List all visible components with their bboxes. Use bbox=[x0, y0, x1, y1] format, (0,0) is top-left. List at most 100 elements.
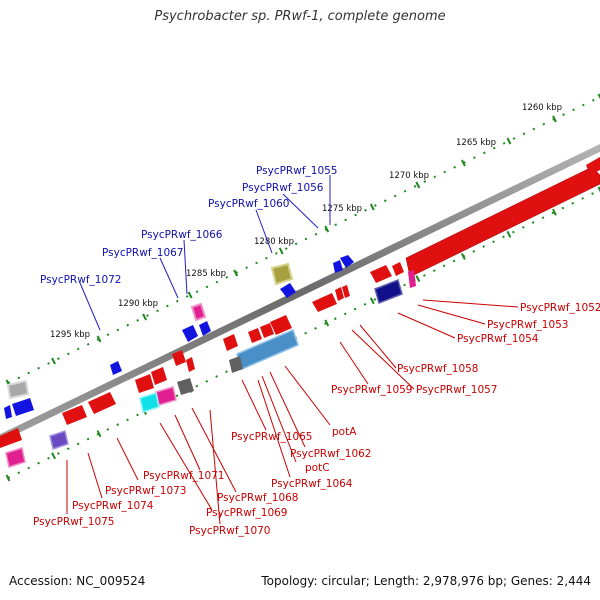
scale-labels: 1260 kbp 1265 kbp 1270 kbp 1275 kbp 1280… bbox=[50, 103, 562, 340]
label-PsycPRwf_1074[interactable]: PsycPRwf_1074 bbox=[72, 500, 154, 512]
map-title: Psychrobacter sp. PRwf-1, complete genom… bbox=[154, 9, 446, 24]
footer-accession: Accession: NC_009524 bbox=[9, 574, 146, 588]
label-PsycPRwf_1054[interactable]: PsycPRwf_1054 bbox=[457, 333, 539, 345]
gene-block-pink-left[interactable] bbox=[5, 447, 26, 468]
label-PsycPRwf_1057[interactable]: PsycPRwf_1057 bbox=[416, 384, 498, 396]
major-tick bbox=[597, 186, 600, 193]
label-PsycPRwf_1075[interactable]: PsycPRwf_1075 bbox=[33, 516, 115, 528]
scale-label-1260: 1260 kbp bbox=[522, 103, 562, 113]
gene-block-pink-1069[interactable] bbox=[155, 386, 177, 406]
gene-block-gray-1068[interactable] bbox=[177, 378, 194, 395]
label-PsycPRwf_1068[interactable]: PsycPRwf_1068 bbox=[217, 492, 299, 504]
gene-glyph-1075c[interactable] bbox=[0, 428, 22, 448]
major-tick bbox=[278, 247, 284, 255]
label-PsycPRwf_1059[interactable]: PsycPRwf_1059 bbox=[331, 384, 413, 396]
label-PsycPRwf_1052[interactable]: PsycPRwf_1052 bbox=[520, 302, 600, 314]
gene-block-pink-1067[interactable] bbox=[190, 302, 207, 322]
gene-block-long-red[interactable] bbox=[405, 166, 600, 278]
label-PsycPRwf_1056[interactable]: PsycPRwf_1056 bbox=[242, 182, 324, 194]
major-tick bbox=[460, 159, 466, 167]
major-tick bbox=[369, 297, 375, 305]
label-PsycPRwf_1065[interactable]: PsycPRwf_1065 bbox=[231, 431, 313, 443]
major-tick bbox=[5, 474, 11, 482]
gene-glyph-potA[interactable] bbox=[270, 315, 292, 335]
gene-glyph-1070[interactable] bbox=[135, 374, 154, 393]
major-tick bbox=[324, 319, 330, 327]
gene-glyph-1069b[interactable] bbox=[151, 367, 167, 385]
label-PsycPRwf_1071[interactable]: PsycPRwf_1071 bbox=[143, 470, 225, 482]
gene-glyph-1064[interactable] bbox=[223, 334, 238, 351]
gene-block-gray-left[interactable] bbox=[6, 379, 30, 400]
major-tick bbox=[51, 357, 56, 365]
major-tick bbox=[187, 291, 193, 299]
label-PsycPRwf_1067[interactable]: PsycPRwf_1067 bbox=[102, 247, 184, 259]
label-PsycPRwf_1072[interactable]: PsycPRwf_1072 bbox=[40, 274, 122, 286]
label-PsycPRwf_1066[interactable]: PsycPRwf_1066 bbox=[141, 229, 223, 241]
gene-glyph-1054a[interactable] bbox=[370, 265, 392, 283]
gene-block-navy-1053[interactable] bbox=[374, 279, 403, 304]
forward-gene-labels: PsycPRwf_1055 PsycPRwf_1056 PsycPRwf_106… bbox=[40, 165, 338, 286]
major-tick bbox=[142, 313, 148, 321]
major-tick bbox=[552, 208, 557, 216]
label-potA[interactable]: potA bbox=[332, 426, 357, 438]
label-PsycPRwf_1070[interactable]: PsycPRwf_1070 bbox=[189, 525, 271, 537]
major-tick bbox=[552, 115, 557, 123]
gene-glyph-1069a[interactable] bbox=[172, 350, 186, 366]
major-tick bbox=[96, 430, 102, 438]
reverse-gene-labels: PsycPRwf_1052 PsycPRwf_1053 PsycPRwf_105… bbox=[33, 302, 600, 537]
major-tick bbox=[369, 203, 375, 211]
major-tick bbox=[597, 93, 600, 100]
scale-label-1280: 1280 kbp bbox=[254, 237, 294, 247]
label-potC[interactable]: potC bbox=[305, 462, 330, 474]
reverse-leader-lines bbox=[66, 299, 519, 525]
gene-glyph-1060[interactable] bbox=[280, 283, 296, 298]
label-PsycPRwf_1073[interactable]: PsycPRwf_1073 bbox=[105, 485, 187, 497]
scale-label-1290: 1290 kbp bbox=[118, 299, 158, 309]
scale-label-1285: 1285 kbp bbox=[186, 269, 226, 279]
gene-block-darkgray-1065[interactable] bbox=[229, 356, 243, 373]
gene-glyph-1062a[interactable] bbox=[260, 323, 274, 338]
gene-glyph-1055b[interactable] bbox=[333, 260, 343, 273]
gene-glyph-1072[interactable] bbox=[110, 361, 122, 375]
gene-glyph-1073[interactable] bbox=[88, 392, 116, 414]
scale-label-1265: 1265 kbp bbox=[456, 138, 496, 148]
gene-glyph-1066b[interactable] bbox=[199, 321, 211, 336]
gene-block-purple[interactable] bbox=[49, 430, 69, 450]
gene-block-olive[interactable] bbox=[270, 262, 294, 286]
major-tick bbox=[324, 225, 330, 233]
label-PsycPRwf_1053[interactable]: PsycPRwf_1053 bbox=[487, 319, 569, 331]
gene-glyph-1074[interactable] bbox=[62, 405, 87, 425]
gene-block-red-end[interactable] bbox=[586, 157, 600, 175]
gene-glyph-1075a[interactable] bbox=[12, 398, 34, 416]
label-PsycPRwf_1060[interactable]: PsycPRwf_1060 bbox=[208, 198, 290, 210]
gene-glyph-1066a[interactable] bbox=[182, 325, 198, 342]
major-tick bbox=[460, 253, 466, 260]
scale-label-1295: 1295 kbp bbox=[50, 330, 90, 340]
label-PsycPRwf_1069[interactable]: PsycPRwf_1069 bbox=[206, 507, 288, 519]
reverse-gene-glyphs bbox=[0, 262, 416, 468]
gene-glyph-1054b[interactable] bbox=[392, 262, 404, 276]
gene-glyph-1062b[interactable] bbox=[248, 328, 262, 343]
gene-glyph-1075b[interactable] bbox=[4, 405, 12, 419]
genome-backbone bbox=[0, 143, 600, 443]
scale-label-1275: 1275 kbp bbox=[322, 204, 362, 214]
label-PsycPRwf_1062[interactable]: PsycPRwf_1062 bbox=[290, 448, 372, 460]
gene-glyph-1058[interactable] bbox=[335, 287, 344, 301]
gene-block-cyan-1071[interactable] bbox=[139, 392, 160, 413]
major-tick bbox=[233, 269, 239, 277]
gene-glyph-1057[interactable] bbox=[342, 285, 350, 298]
forward-leader-lines bbox=[79, 175, 331, 331]
major-tick bbox=[415, 275, 421, 283]
major-tick bbox=[96, 335, 102, 343]
label-PsycPRwf_1055[interactable]: PsycPRwf_1055 bbox=[256, 165, 338, 177]
major-ticks bbox=[5, 93, 600, 482]
gene-glyph-1055[interactable] bbox=[340, 255, 354, 268]
gene-glyph-1059[interactable] bbox=[312, 293, 337, 312]
gene-glyph-1068[interactable] bbox=[186, 357, 195, 372]
label-PsycPRwf_1058[interactable]: PsycPRwf_1058 bbox=[397, 363, 479, 375]
label-PsycPRwf_1064[interactable]: PsycPRwf_1064 bbox=[271, 478, 353, 490]
major-tick bbox=[51, 452, 56, 460]
gene-glyph-1052[interactable] bbox=[408, 270, 416, 288]
major-tick bbox=[506, 137, 512, 145]
